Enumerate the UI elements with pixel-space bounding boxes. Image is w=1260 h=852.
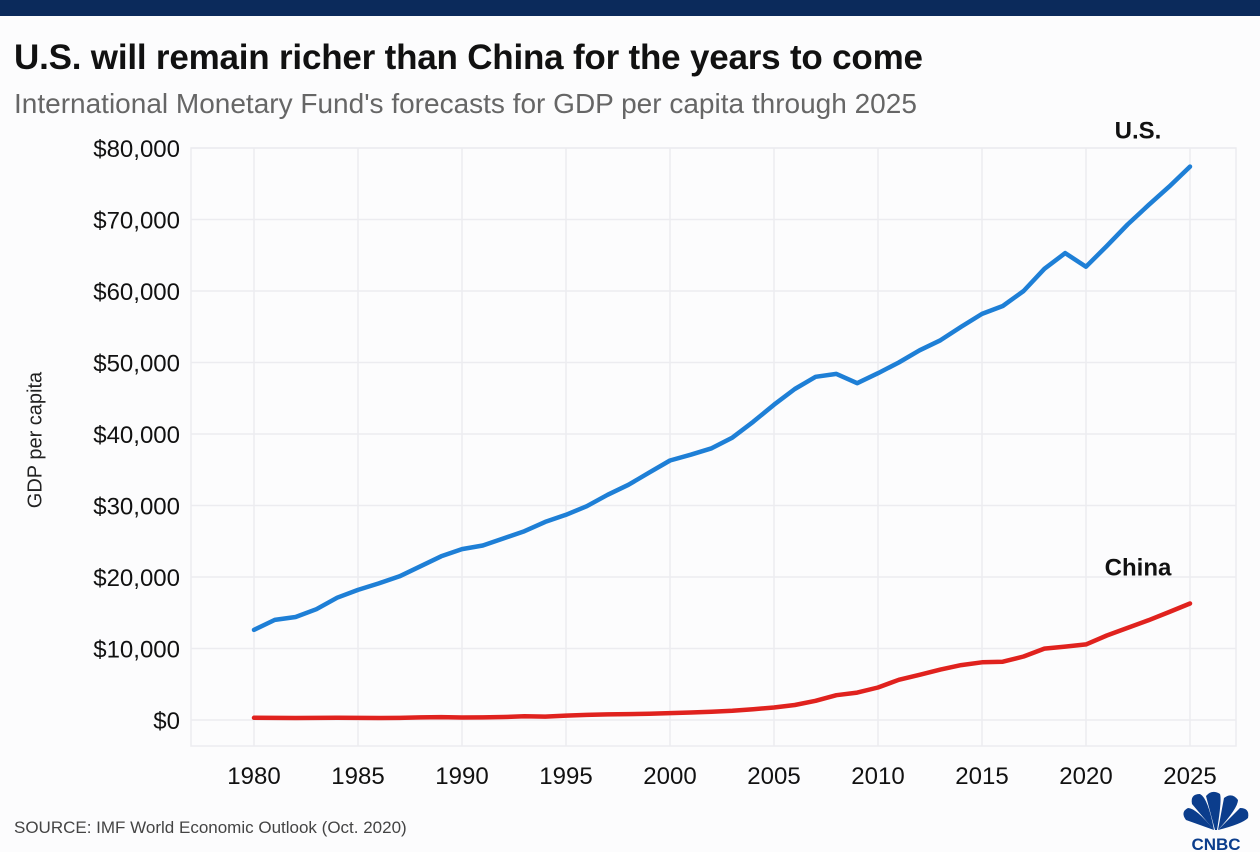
series-line-china [251,601,1193,721]
cnbc-logo-text: CNBC [1191,835,1240,852]
x-tick-label: 1980 [227,763,280,790]
series-label-china: China [1105,554,1172,581]
series-label-us: U.S. [1115,118,1162,145]
y-tick-label: $80,000 [93,136,180,163]
y-tick-label: $0 [153,708,180,735]
x-tick-label: 1995 [539,763,592,790]
x-tick-label: 2005 [747,763,800,790]
x-tick-label: 2025 [1163,763,1216,790]
x-tick-label: 2020 [1059,763,1112,790]
y-tick-label: $30,000 [93,494,180,521]
cnbc-peacock-logo-icon: CNBC [1183,791,1249,852]
chart-title: U.S. will remain richer than China for t… [14,38,923,77]
series-line-us [251,164,1193,633]
y-tick-label: $20,000 [93,565,180,592]
top-banner [0,0,1260,16]
y-tick-label: $70,000 [93,208,180,235]
x-tick-label: 2010 [851,763,904,790]
x-tick-label: 2015 [955,763,1008,790]
y-tick-label: $40,000 [93,422,180,449]
x-tick-label: 2000 [643,763,696,790]
source-note: SOURCE: IMF World Economic Outlook (Oct.… [14,818,407,837]
y-tick-label: $10,000 [93,637,180,664]
chart-subtitle: International Monetary Fund's forecasts … [14,88,917,119]
x-tick-label: 1990 [435,763,488,790]
y-tick-label: $50,000 [93,351,180,378]
y-tick-label: $60,000 [93,279,180,306]
x-tick-label: 1985 [331,763,384,790]
